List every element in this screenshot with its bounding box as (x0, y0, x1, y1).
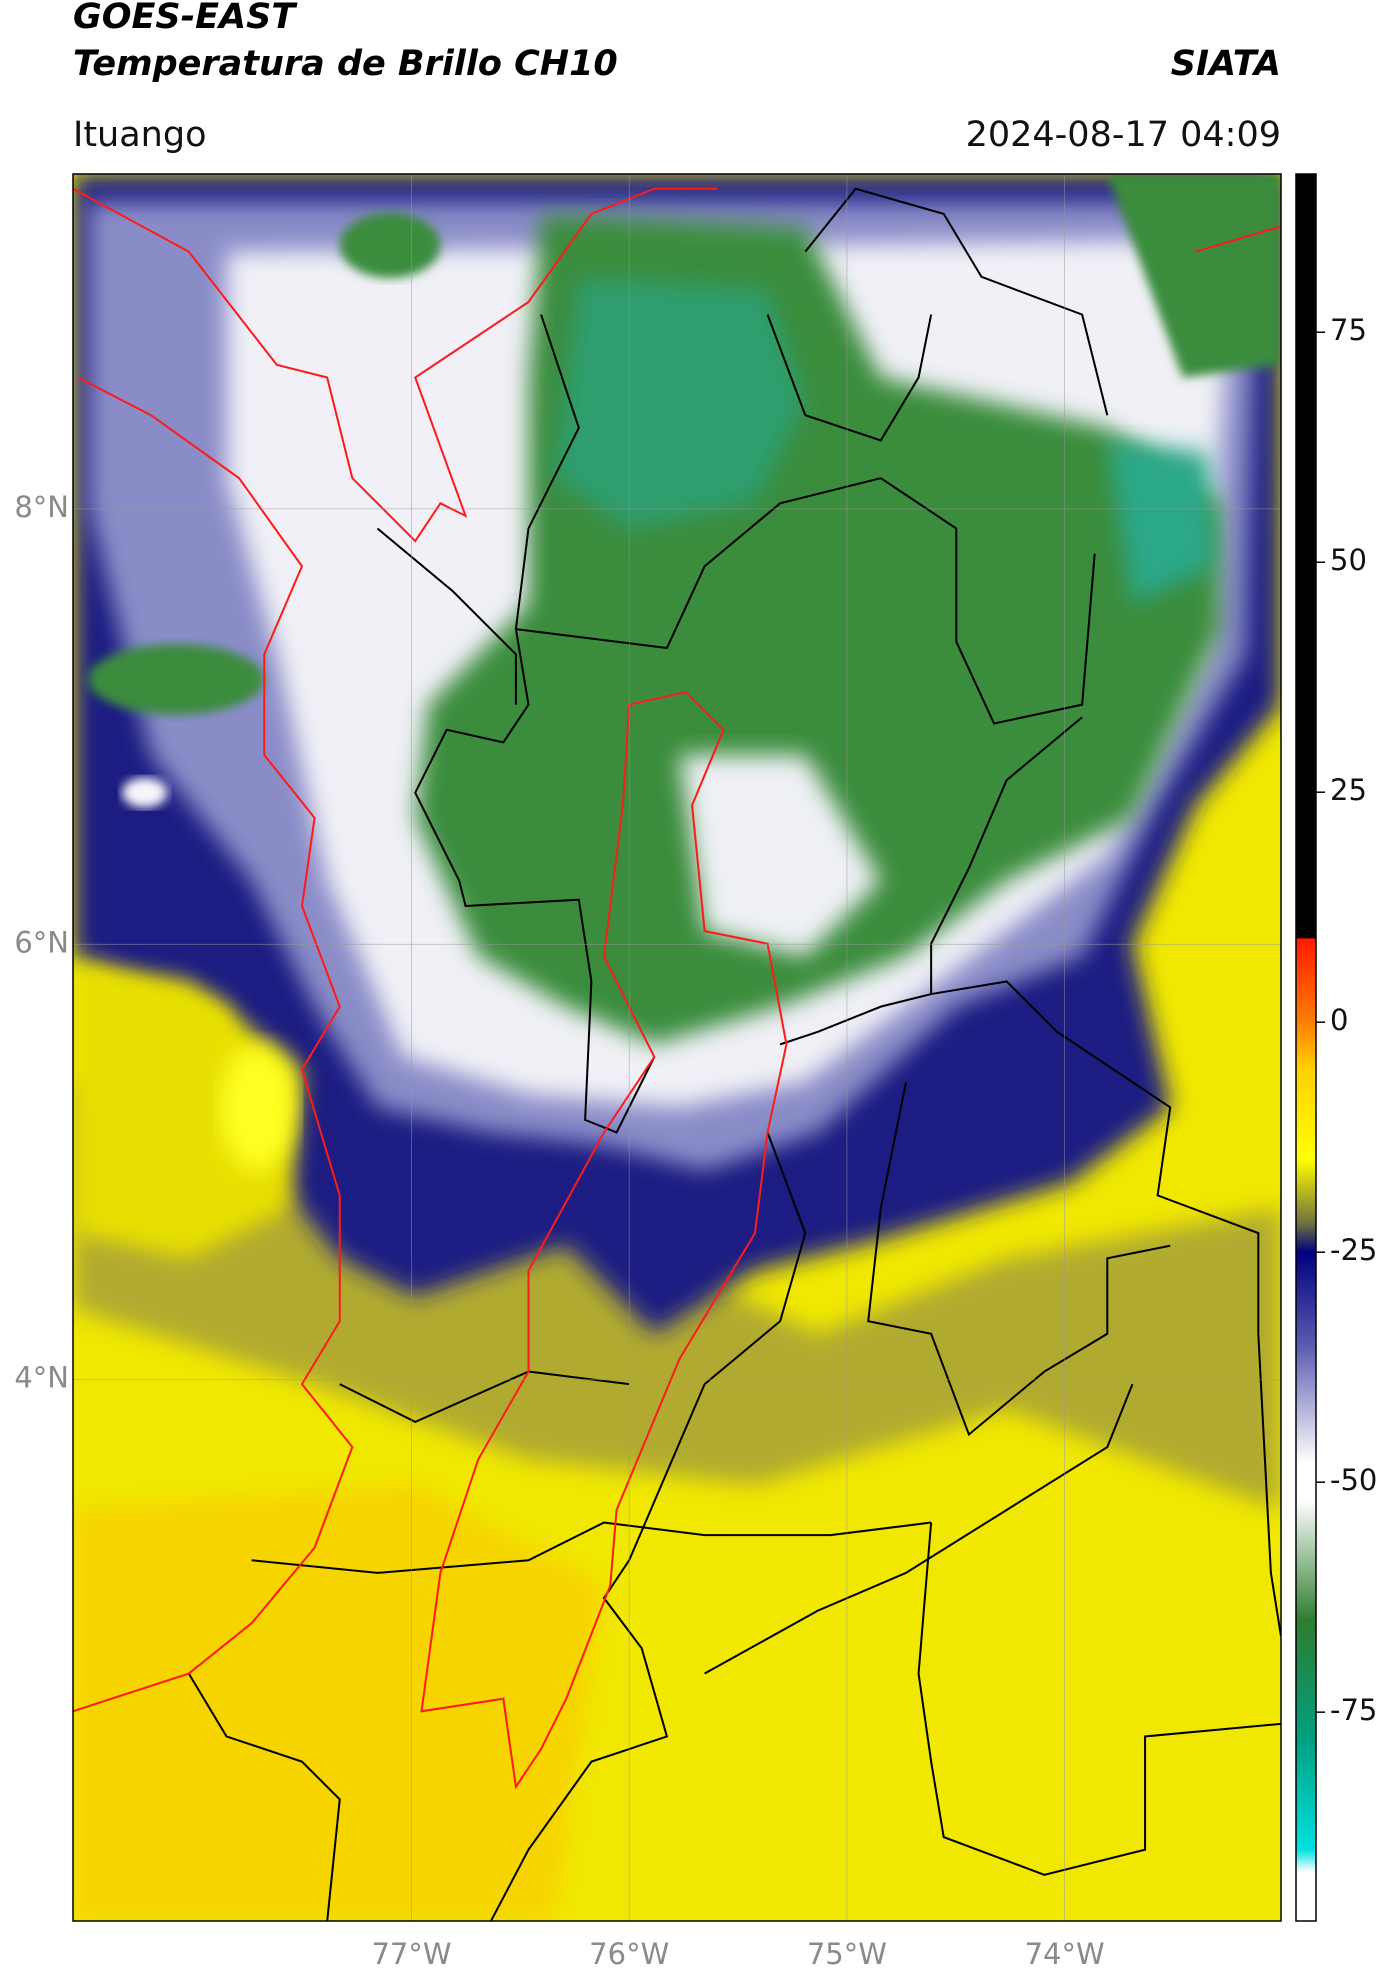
map-frame (72, 173, 1282, 1922)
location: Ituango (73, 115, 207, 155)
grid (73, 174, 1281, 1921)
y-tick-label: 6°N (14, 925, 69, 959)
colorbar-tick-label: -50 (1330, 1463, 1377, 1497)
y-tick-label: 4°N (14, 1361, 69, 1395)
colorbar-tick-label: -25 (1330, 1233, 1377, 1267)
x-tick-label: 76°W (589, 1937, 669, 1971)
satellite-image (72, 173, 1281, 1922)
colorbar-tick-label: 0 (1330, 1003, 1348, 1037)
subtitle: Temperatura de Brillo CH10 (73, 44, 618, 84)
x-tick-label: 75°W (807, 1937, 887, 1971)
colorbar-tick-label: 75 (1330, 313, 1367, 347)
colorbar-tick-label: 50 (1330, 543, 1367, 577)
colorbar-tick-label: -75 (1330, 1693, 1377, 1727)
y-tick-label: 8°N (14, 490, 69, 524)
source: SIATA (1171, 44, 1281, 84)
colorbar-tick-label: 25 (1330, 773, 1367, 807)
colorbar (1295, 173, 1317, 1922)
title: GOES-EAST (73, 0, 298, 37)
x-tick-label: 74°W (1025, 1937, 1105, 1971)
datetime: 2024-08-17 04:09 (966, 115, 1281, 155)
x-tick-label: 77°W (371, 1937, 451, 1971)
